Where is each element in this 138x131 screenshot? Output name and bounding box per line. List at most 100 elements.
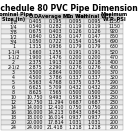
Text: 0.750: 0.750 xyxy=(68,105,82,110)
Text: 2.875: 2.875 xyxy=(28,65,42,70)
Text: 0.843: 0.843 xyxy=(88,110,102,115)
Text: 16.000: 16.000 xyxy=(27,110,43,115)
Text: 0.126: 0.126 xyxy=(88,29,101,34)
Text: 0.218: 0.218 xyxy=(88,59,102,65)
Text: 21.418: 21.418 xyxy=(47,125,64,130)
Text: 200: 200 xyxy=(110,125,119,130)
Text: 1-1/4: 1-1/4 xyxy=(7,50,20,54)
Text: Nominal Pipe
Size (in): Nominal Pipe Size (in) xyxy=(0,12,32,22)
Text: 6.625: 6.625 xyxy=(28,85,42,90)
Text: 230: 230 xyxy=(110,95,119,100)
Text: 3.500: 3.500 xyxy=(28,70,42,75)
Text: 17.814: 17.814 xyxy=(47,120,64,125)
Text: 0.147: 0.147 xyxy=(68,34,82,39)
Text: 0.154: 0.154 xyxy=(68,39,82,45)
Text: 1.900: 1.900 xyxy=(28,54,42,59)
Text: 1.913: 1.913 xyxy=(49,59,62,65)
Text: 250: 250 xyxy=(110,90,119,95)
Text: 0.154: 0.154 xyxy=(88,39,101,45)
Text: Maximum
W.P. PSI: Maximum W.P. PSI xyxy=(101,12,128,22)
Text: 3/4: 3/4 xyxy=(10,39,17,45)
Text: 370: 370 xyxy=(110,70,119,75)
Text: 4: 4 xyxy=(12,75,15,80)
Text: 2-1/2: 2-1/2 xyxy=(7,65,20,70)
Text: 520: 520 xyxy=(110,50,119,54)
Text: 7.565: 7.565 xyxy=(49,90,62,95)
Text: 1/4: 1/4 xyxy=(10,24,17,29)
Text: 0.126: 0.126 xyxy=(68,29,82,34)
Text: 0.843: 0.843 xyxy=(68,110,82,115)
Text: Nominal W.T.: Nominal W.T. xyxy=(76,14,113,19)
Text: 400: 400 xyxy=(110,59,119,65)
Text: 0.179: 0.179 xyxy=(88,45,101,50)
Text: 0.937: 0.937 xyxy=(88,115,101,120)
Text: 24.000: 24.000 xyxy=(27,125,43,130)
Text: 280: 280 xyxy=(110,85,119,90)
Text: 1.031: 1.031 xyxy=(88,120,101,125)
Text: 20: 20 xyxy=(10,120,17,125)
Text: Min Wall: Min Wall xyxy=(63,14,87,19)
Text: 0.200: 0.200 xyxy=(88,54,101,59)
Text: 1-1/2: 1-1/2 xyxy=(7,54,20,59)
Text: 4.500: 4.500 xyxy=(28,75,42,80)
Text: 2.864: 2.864 xyxy=(49,70,62,75)
Text: 0.337: 0.337 xyxy=(68,75,82,80)
Text: 3/8: 3/8 xyxy=(10,29,17,34)
Text: 5: 5 xyxy=(12,80,15,85)
Text: 0.432: 0.432 xyxy=(88,85,101,90)
Text: 14.213: 14.213 xyxy=(47,110,64,115)
Text: 3: 3 xyxy=(12,70,15,75)
Text: 1150: 1150 xyxy=(108,24,120,29)
Text: 0.375: 0.375 xyxy=(88,80,101,85)
Text: 0.191: 0.191 xyxy=(88,50,101,54)
Text: 16.014: 16.014 xyxy=(47,115,64,120)
Text: 0.119: 0.119 xyxy=(68,24,82,29)
Text: 470: 470 xyxy=(110,54,119,59)
Text: 8.625: 8.625 xyxy=(28,90,42,95)
Text: 12.410: 12.410 xyxy=(47,105,64,110)
Text: 1/2: 1/2 xyxy=(10,34,17,39)
Text: 0.937: 0.937 xyxy=(68,115,82,120)
Text: 1.315: 1.315 xyxy=(28,45,42,50)
Text: 8: 8 xyxy=(12,90,15,95)
Text: 10: 10 xyxy=(10,95,17,100)
Text: 0.840: 0.840 xyxy=(28,34,42,39)
Text: 12.750: 12.750 xyxy=(27,100,43,105)
Text: 3.786: 3.786 xyxy=(49,75,62,80)
Text: 1.255: 1.255 xyxy=(49,50,62,54)
Text: 1.050: 1.050 xyxy=(28,39,42,45)
Text: 0.500: 0.500 xyxy=(68,90,82,95)
Text: 850: 850 xyxy=(110,34,119,39)
Text: 690: 690 xyxy=(110,39,119,45)
Text: 0.276: 0.276 xyxy=(68,65,82,70)
Text: 2: 2 xyxy=(12,59,15,65)
Text: 0.593: 0.593 xyxy=(68,95,82,100)
Text: 0.218: 0.218 xyxy=(68,59,82,65)
Text: 1150: 1150 xyxy=(108,19,120,24)
Text: 630: 630 xyxy=(110,45,119,50)
Text: 2.375: 2.375 xyxy=(28,59,42,65)
Text: 5.563: 5.563 xyxy=(28,80,42,85)
Text: 320: 320 xyxy=(110,75,119,80)
Text: 0.195: 0.195 xyxy=(49,19,62,24)
Text: 0.375: 0.375 xyxy=(68,80,82,85)
Text: 0.687: 0.687 xyxy=(88,100,102,105)
Text: 230: 230 xyxy=(110,100,119,105)
Text: 0.147: 0.147 xyxy=(88,34,101,39)
Text: 0.432: 0.432 xyxy=(68,85,82,90)
Text: 0.300: 0.300 xyxy=(68,70,82,75)
Text: 0.282: 0.282 xyxy=(49,24,62,29)
Text: 10.750: 10.750 xyxy=(27,95,43,100)
Text: 0.200: 0.200 xyxy=(68,54,82,59)
Text: 0.526: 0.526 xyxy=(49,34,62,39)
Text: 200: 200 xyxy=(110,120,119,125)
Text: 24: 24 xyxy=(10,125,17,130)
Text: 0.722: 0.722 xyxy=(49,39,62,45)
Text: 200: 200 xyxy=(110,110,119,115)
Text: 200: 200 xyxy=(110,105,119,110)
Text: 0.936: 0.936 xyxy=(49,45,62,50)
Text: 0.095: 0.095 xyxy=(88,19,101,24)
Text: 18.000: 18.000 xyxy=(27,115,43,120)
Text: 0.119: 0.119 xyxy=(88,24,101,29)
Text: 0.179: 0.179 xyxy=(68,45,82,50)
